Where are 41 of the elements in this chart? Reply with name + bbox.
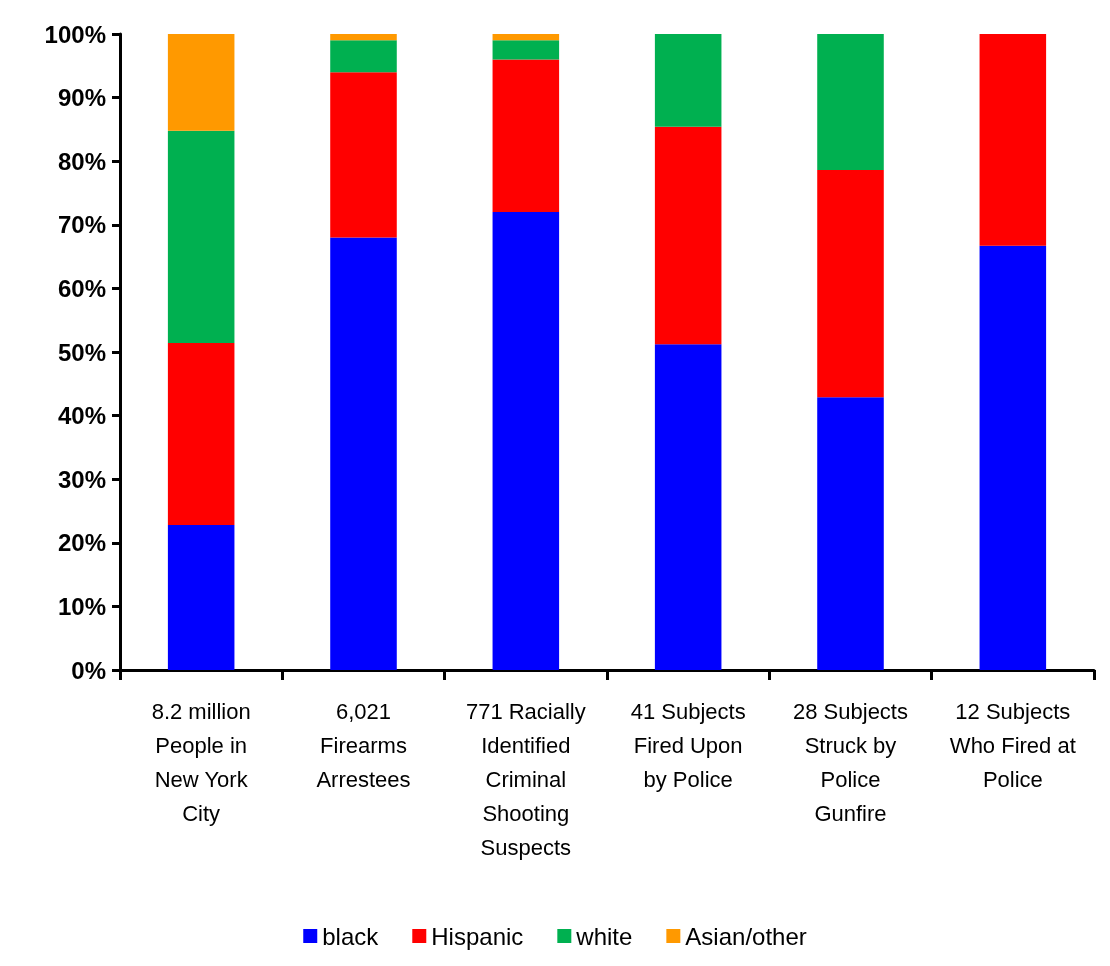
bar — [492, 59, 560, 213]
x-tick-label: 771 Racially Identified Criminal Shooting Suspects — [465, 698, 586, 860]
bar — [979, 245, 1047, 670]
x-tick-label: 12 Subjects Who Fired at Police — [949, 698, 1076, 792]
bar — [492, 34, 560, 41]
bar — [167, 130, 235, 344]
bar — [817, 397, 884, 670]
legend-label: white — [575, 922, 633, 950]
y-tick-label: 60% — [57, 274, 106, 302]
bar — [492, 40, 560, 60]
y-tick-label: 100% — [44, 20, 106, 48]
y-tick-label: 10% — [57, 592, 106, 620]
bar — [330, 72, 397, 238]
y-tick-label: 20% — [57, 529, 106, 557]
y-tick-label: 40% — [57, 402, 106, 430]
bar — [167, 34, 235, 131]
bar — [817, 34, 884, 171]
bar — [817, 170, 884, 398]
x-tick-label: 28 Subjects Struck by Police Gunfire — [793, 698, 908, 826]
y-tick-label: 0% — [71, 656, 106, 684]
bar — [167, 524, 235, 670]
bar — [330, 40, 397, 73]
y-tick-label: 50% — [57, 338, 106, 366]
x-tick-label: 41 Subjects Fired Upon by Police — [630, 698, 746, 792]
legend-label: black — [322, 922, 380, 950]
bar — [330, 237, 397, 670]
y-tick-label: 30% — [57, 465, 106, 493]
y-tick-label: 80% — [57, 147, 106, 175]
y-tick-label: 90% — [57, 84, 106, 112]
x-tick-label: 6,021 Firearms Arrestees — [316, 698, 411, 792]
bar — [492, 212, 560, 670]
y-tick-label: 70% — [57, 211, 106, 239]
bar — [654, 344, 722, 670]
legend-label: Asian/other — [685, 922, 807, 950]
bar — [654, 126, 722, 345]
bar — [979, 34, 1047, 246]
bar — [330, 34, 397, 41]
bar — [654, 34, 722, 127]
bar — [167, 343, 235, 525]
x-tick-label: 8.2 million People in New York City — [151, 698, 251, 826]
legend-label: Hispanic — [431, 922, 524, 950]
